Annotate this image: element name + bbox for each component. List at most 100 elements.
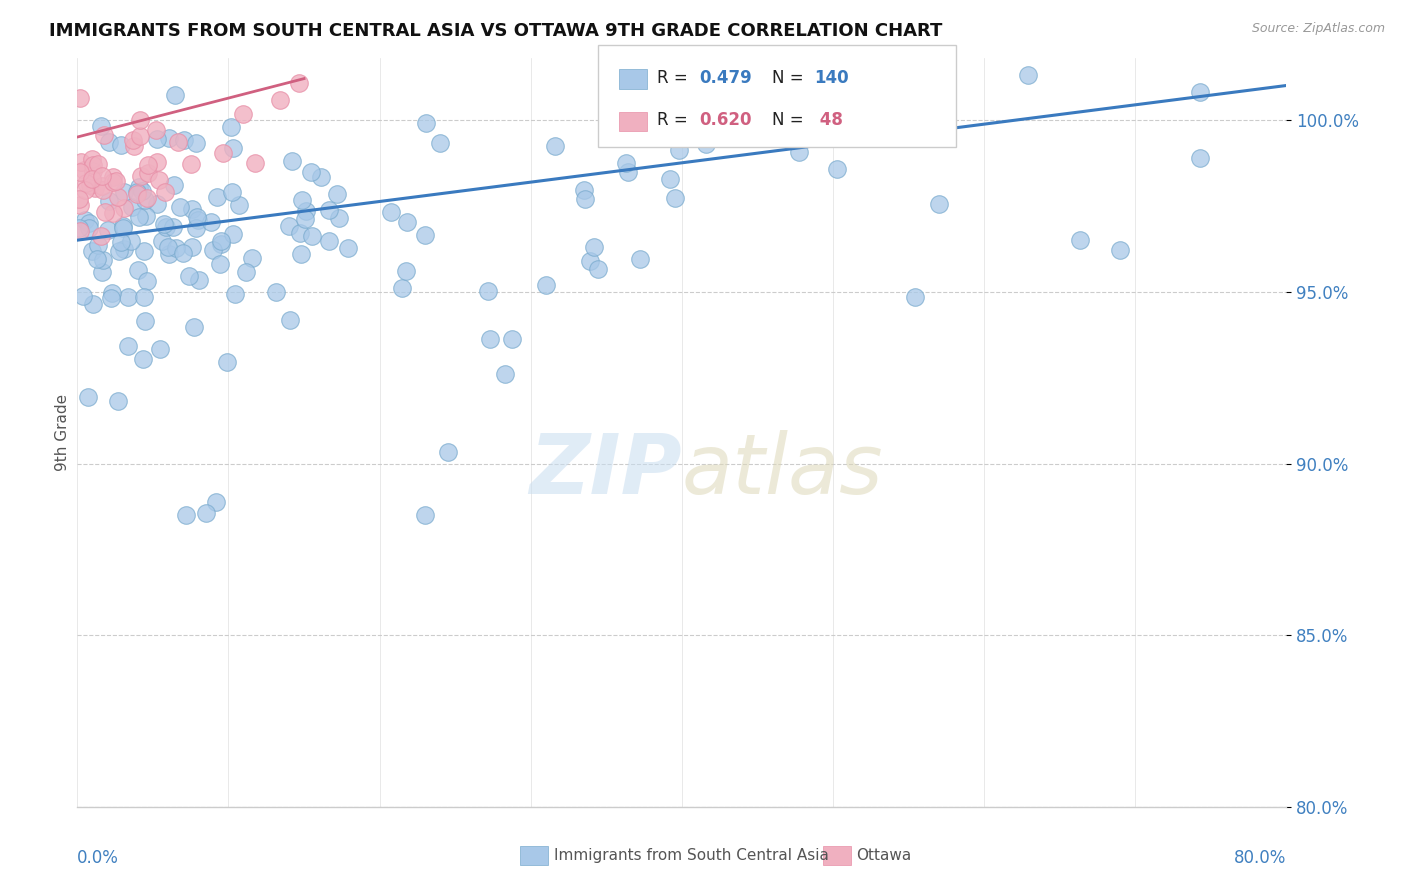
Point	[415, 116, 437, 130]
Point	[136, 158, 159, 172]
Point	[73, 212, 96, 227]
Point	[221, 185, 243, 199]
Point	[479, 333, 502, 347]
Point	[1017, 68, 1039, 82]
Point	[163, 178, 186, 192]
Point	[290, 246, 312, 260]
Point	[240, 252, 263, 266]
Point	[157, 131, 180, 145]
Point	[165, 88, 187, 103]
Point	[891, 68, 914, 82]
Point	[110, 235, 132, 249]
Point	[616, 165, 638, 179]
Point	[1188, 85, 1211, 99]
Point	[664, 191, 686, 205]
Point	[77, 216, 100, 230]
Point	[395, 263, 418, 277]
Point	[309, 169, 332, 184]
Point	[391, 281, 413, 295]
Text: Immigrants from South Central Asia: Immigrants from South Central Asia	[554, 848, 830, 863]
Point	[494, 367, 516, 381]
Point	[628, 252, 651, 266]
Point	[437, 445, 460, 459]
Point	[155, 220, 177, 235]
Point	[278, 313, 301, 327]
Point	[209, 234, 232, 248]
Point	[162, 219, 184, 234]
Text: 0.620: 0.620	[699, 112, 751, 129]
Point	[90, 265, 112, 279]
Point	[128, 128, 150, 143]
Point	[79, 221, 101, 235]
Point	[84, 181, 107, 195]
Text: IMMIGRANTS FROM SOUTH CENTRAL ASIA VS OTTAWA 9TH GRADE CORRELATION CHART: IMMIGRANTS FROM SOUTH CENTRAL ASIA VS OT…	[49, 22, 942, 40]
Point	[136, 166, 159, 180]
Point	[337, 241, 360, 255]
Point	[146, 131, 169, 145]
Point	[413, 228, 436, 243]
Text: N =: N =	[772, 112, 803, 129]
Point	[136, 191, 159, 205]
Point	[380, 205, 402, 219]
Point	[211, 237, 233, 252]
Point	[235, 265, 257, 279]
Point	[128, 180, 150, 194]
Point	[107, 190, 129, 204]
Point	[208, 257, 231, 271]
Text: 80.0%: 80.0%	[1234, 848, 1286, 866]
Point	[278, 219, 301, 233]
Point	[212, 146, 235, 161]
Point	[222, 227, 245, 241]
Point	[328, 211, 350, 226]
Point	[222, 140, 245, 154]
Point	[69, 165, 91, 179]
Point	[97, 223, 120, 237]
Point	[104, 174, 127, 188]
Point	[117, 290, 139, 304]
Text: 0.0%: 0.0%	[77, 848, 120, 866]
Point	[101, 206, 124, 220]
Point	[153, 186, 176, 200]
Text: Source: ZipAtlas.com: Source: ZipAtlas.com	[1251, 22, 1385, 36]
Point	[67, 220, 90, 235]
Point	[180, 157, 202, 171]
Point	[69, 198, 91, 212]
Point	[80, 171, 103, 186]
Point	[588, 262, 610, 277]
Point	[477, 284, 499, 298]
Point	[187, 213, 209, 227]
Point	[181, 240, 204, 254]
Point	[100, 291, 122, 305]
Point	[107, 393, 129, 408]
Point	[180, 202, 202, 216]
Point	[131, 184, 153, 198]
Point	[136, 274, 159, 288]
Point	[82, 164, 104, 178]
Point	[787, 145, 810, 159]
Text: R =: R =	[657, 112, 693, 129]
Point	[145, 123, 167, 137]
Point	[157, 240, 180, 254]
Point	[215, 354, 238, 368]
Point	[172, 246, 194, 260]
Point	[668, 143, 690, 157]
Text: ZIP: ZIP	[529, 430, 682, 510]
Point	[101, 285, 124, 300]
Point	[82, 152, 104, 166]
Point	[145, 196, 167, 211]
Point	[288, 76, 311, 90]
Point	[132, 244, 155, 258]
Point	[112, 201, 135, 215]
Point	[112, 186, 135, 200]
Text: N =: N =	[772, 70, 803, 87]
Point	[73, 183, 96, 197]
Point	[152, 217, 174, 231]
Point	[429, 136, 451, 151]
Point	[112, 220, 135, 235]
Point	[544, 139, 567, 153]
Point	[204, 495, 226, 509]
Point	[134, 193, 156, 207]
Point	[290, 226, 312, 240]
Text: R =: R =	[657, 70, 693, 87]
Point	[269, 94, 291, 108]
